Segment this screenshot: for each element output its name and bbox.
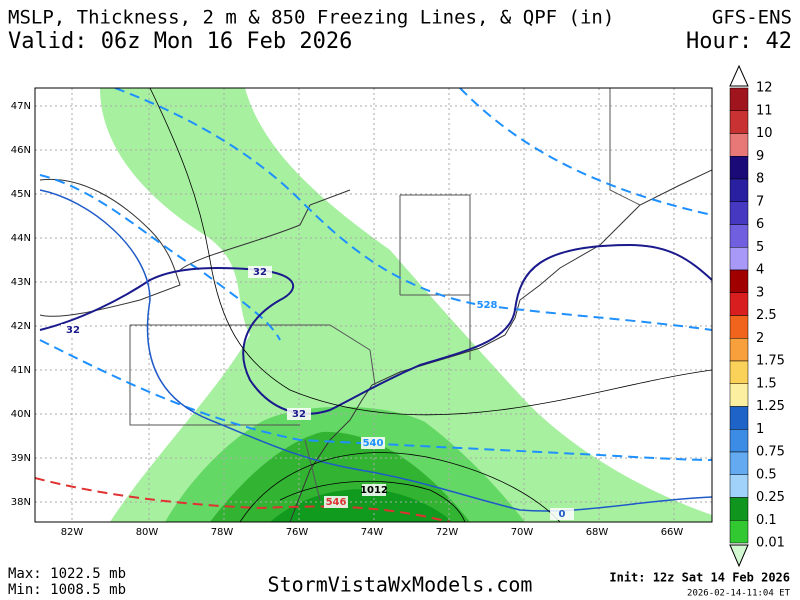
lon-label: 66W	[661, 527, 684, 538]
lon-label: 70W	[511, 527, 534, 538]
colorbar-bottom	[729, 544, 749, 568]
colorbar-swatch	[729, 383, 749, 407]
colorbar-swatch	[729, 156, 749, 180]
lon-label: 80W	[136, 527, 159, 538]
timestamp: 2026-02-14-11:04 ET	[687, 589, 791, 599]
colorbar-label: 0.1	[756, 513, 777, 528]
colorbar-swatch	[729, 474, 749, 498]
forecast-hour: Hour: 42	[686, 29, 792, 54]
lat-label: 46N	[11, 145, 31, 156]
coastlines	[39, 169, 712, 522]
site: StormVistaWxModels.com	[268, 573, 533, 597]
colorbar-label: 3	[756, 285, 764, 300]
lon-label: 82W	[61, 527, 84, 538]
contour-label-bg	[362, 484, 386, 496]
lat-label: 40N	[11, 409, 31, 420]
colorbar-label: 0.75	[756, 445, 785, 460]
isobars	[149, 88, 712, 522]
model: GFS-ENS	[712, 7, 792, 29]
colorbar-swatch	[729, 360, 749, 384]
colorbar-swatch	[729, 178, 749, 202]
colorbar-label: 1.75	[756, 354, 785, 369]
colorbar-label: 6	[756, 217, 764, 232]
contour-label: 0	[559, 509, 566, 520]
colorbar-label: 10	[756, 126, 773, 141]
min-pressure: Min: 1008.5 mb	[8, 582, 126, 598]
colorbar-swatch	[729, 87, 749, 111]
colorbar-swatch	[729, 247, 749, 271]
lat-label: 43N	[11, 277, 31, 288]
contour-label-bg	[324, 496, 348, 508]
map	[35, 88, 712, 522]
thickness-546	[35, 477, 451, 522]
colorbar-label: 4	[756, 263, 764, 278]
colorbar-swatch	[729, 338, 749, 362]
colorbar-swatch	[729, 451, 749, 475]
colorbar-swatch	[729, 133, 749, 157]
contour-label-bg	[361, 437, 385, 449]
contour-label: 1012	[360, 485, 388, 496]
colorbar-swatch	[729, 110, 749, 134]
contour-label-bg	[287, 408, 311, 420]
contour-label: 546	[326, 497, 347, 508]
colorbar-swatch	[729, 201, 749, 225]
lon-label: 76W	[286, 527, 309, 538]
colorbar-label: 1	[756, 422, 764, 437]
lon-label: 78W	[211, 527, 234, 538]
contour-label-bg	[475, 299, 499, 311]
colorbar-swatch	[729, 520, 749, 544]
colorbar-label: 1.25	[756, 399, 785, 414]
lon-label: 72W	[436, 527, 459, 538]
colorbar-swatch	[729, 269, 749, 293]
init-time: Init: 12z Sat 14 Feb 2026	[609, 571, 790, 585]
contour-label-bg	[550, 508, 574, 520]
contour-label: 32	[292, 409, 306, 420]
contour-label-bg	[248, 266, 272, 278]
contour-label: 32	[253, 267, 267, 278]
lat-label: 41N	[11, 365, 31, 376]
colorbar-swatch	[729, 406, 749, 430]
colorbar-label: 0.5	[756, 467, 777, 482]
colorbar-swatch	[729, 315, 749, 339]
colorbar-label: 9	[756, 149, 764, 164]
state-borders	[129, 88, 641, 501]
colorbar-swatch	[729, 224, 749, 248]
lat-label: 42N	[11, 321, 31, 332]
lat-label: 47N	[11, 101, 31, 112]
colorbar-label: 8	[756, 172, 764, 187]
colorbar-top	[729, 64, 749, 87]
colorbar-label: 11	[756, 103, 773, 118]
qpf-light	[100, 88, 712, 522]
colorbar-label: 7	[756, 194, 764, 209]
colorbar-label: 12	[756, 81, 773, 96]
valid-time: Valid: 06z Mon 16 Feb 2026	[8, 29, 352, 54]
max-pressure: Max: 1022.5 mb	[8, 566, 126, 582]
lon-label: 74W	[361, 527, 384, 538]
colorbar-label: 2.5	[756, 308, 777, 323]
lon-label: 68W	[586, 527, 609, 538]
graticule	[35, 88, 712, 522]
colorbar-swatch	[729, 497, 749, 521]
title: MSLP, Thickness, 2 m & 850 Freezing Line…	[8, 7, 614, 29]
colorbar-label: 2	[756, 331, 764, 346]
contour-label-bg	[61, 324, 85, 336]
lat-label: 44N	[11, 233, 31, 244]
colorbar-swatch	[729, 429, 749, 453]
contour-label: 528	[477, 300, 498, 311]
map-frame	[34, 87, 713, 523]
colorbar-label: 0.01	[756, 536, 785, 551]
lat-label: 38N	[11, 497, 31, 508]
freezing-2m	[39, 189, 712, 512]
colorbar-swatch	[729, 292, 749, 316]
contour-label: 32	[66, 325, 80, 336]
thickness-lines	[39, 88, 712, 461]
colorbar-label: 5	[756, 240, 764, 255]
colorbar-label: 1.5	[756, 376, 777, 391]
lat-label: 45N	[11, 189, 31, 200]
contour-label: 540	[363, 438, 384, 449]
lat-label: 39N	[11, 453, 31, 464]
colorbar-label: 0.25	[756, 490, 785, 505]
